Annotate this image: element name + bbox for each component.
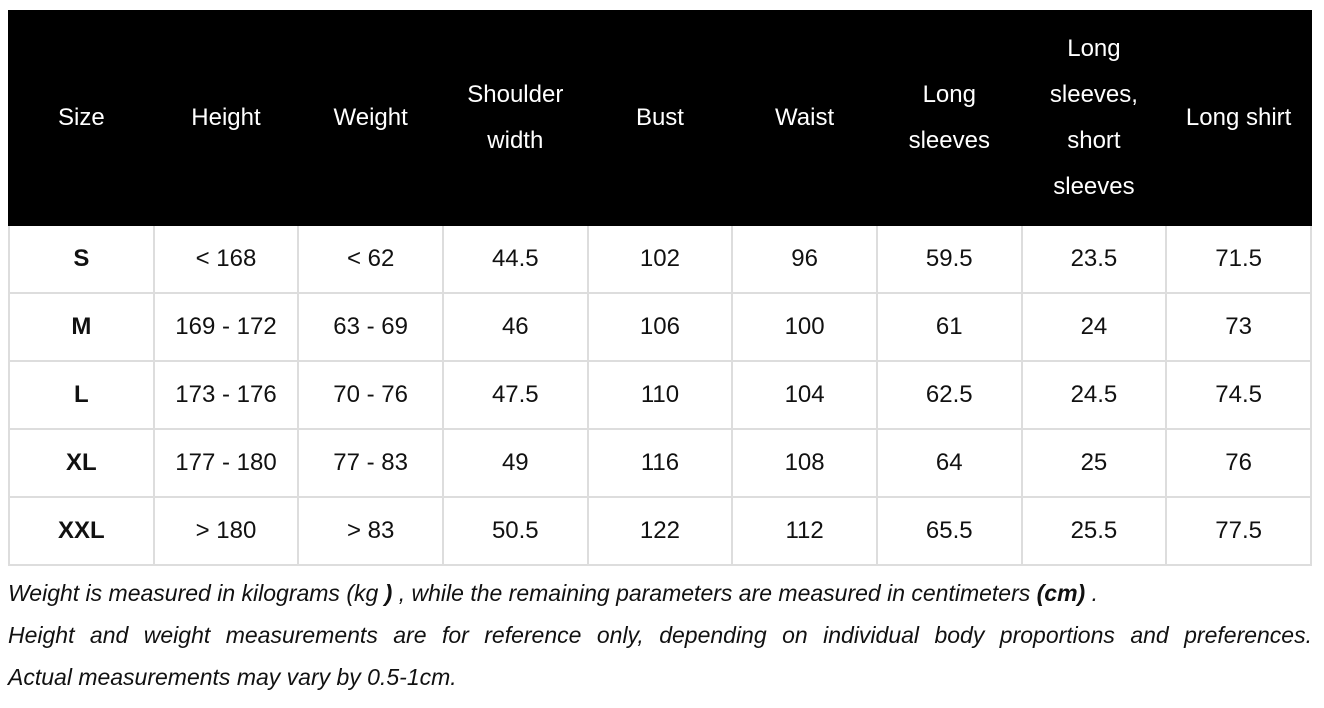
table-body: S < 168 < 62 44.5 102 96 59.5 23.5 71.5 M 169 - 17… — [8, 224, 1312, 566]
note-bold: ) — [384, 580, 393, 606]
table-cell: 116 — [586, 428, 734, 498]
table-cell: 104 — [731, 360, 878, 430]
header-cell: Shoulder width — [441, 10, 589, 226]
table-cell: 59.5 — [875, 224, 1023, 294]
table-cell: > 180 — [152, 496, 300, 566]
size-cell: S — [8, 224, 155, 294]
size-chart: Size Height Weight Shoulder width Bust Waist L… — [8, 10, 1312, 698]
header-cell: Size — [8, 10, 155, 226]
table-cell: > 83 — [297, 496, 444, 566]
size-cell: M — [8, 292, 155, 362]
header-row: Size Height Weight Shoulder width Bust Waist L… — [8, 10, 1312, 226]
table-cell: 25 — [1020, 428, 1168, 498]
table-cell: 65.5 — [875, 496, 1023, 566]
table-cell: 64 — [875, 428, 1023, 498]
table-cell: 74.5 — [1165, 360, 1312, 430]
table-cell: 23.5 — [1020, 224, 1168, 294]
note: Weight is measured in kilograms (kg ) , … — [8, 572, 1312, 614]
header-cell: Weight — [297, 10, 444, 226]
table-cell: 77.5 — [1165, 496, 1312, 566]
table-cell: 24 — [1020, 292, 1168, 362]
table-cell: 62.5 — [875, 360, 1023, 430]
header-cell: Long sleeves — [875, 10, 1023, 226]
note: Actual measurements may vary by 0.5-1cm. — [8, 664, 457, 690]
table-cell: 73 — [1165, 292, 1312, 362]
table-row: XXL > 180 > 83 50.5 122 112 65.5 25.5 77.5 — [8, 496, 1312, 566]
size-cell: L — [8, 360, 155, 430]
header-cell: Bust — [586, 10, 734, 226]
table-cell: 108 — [731, 428, 878, 498]
table-cell: 77 - 83 — [297, 428, 444, 498]
table-cell: 122 — [586, 496, 734, 566]
note-text: , while the remaining parameters are mea… — [392, 580, 1037, 606]
header-cell: Height — [152, 10, 300, 226]
table-cell: 177 - 180 — [152, 428, 300, 498]
table-row: XL 177 - 180 77 - 83 49 116 108 64 25 76 — [8, 428, 1312, 498]
table-cell: 100 — [731, 292, 878, 362]
header-cell: Long shirt — [1165, 10, 1312, 226]
table-cell: 47.5 — [441, 360, 589, 430]
table-cell: 102 — [586, 224, 734, 294]
table-cell: 24.5 — [1020, 360, 1168, 430]
note-text: Weight is measured in kilograms (kg — [8, 580, 385, 606]
table-cell: < 62 — [297, 224, 444, 294]
table-row: L 173 - 176 70 - 76 47.5 110 104 62.5 24.5 74.5 — [8, 360, 1312, 430]
note-bold: (cm) — [1036, 580, 1086, 606]
table-row: S < 168 < 62 44.5 102 96 59.5 23.5 71.5 — [8, 224, 1312, 294]
table-cell: 96 — [731, 224, 878, 294]
table-cell: 50.5 — [441, 496, 589, 566]
table-cell: 173 - 176 — [152, 360, 300, 430]
table-cell: 25.5 — [1020, 496, 1168, 566]
note-text: . — [1085, 580, 1098, 606]
table-cell: 61 — [875, 292, 1023, 362]
table-cell: 44.5 — [441, 224, 589, 294]
table-cell: 63 - 69 — [297, 292, 444, 362]
size-table: Size Height Weight Shoulder width Bust Waist L… — [8, 10, 1312, 566]
notes: Weight is measured in kilograms (kg ) , … — [8, 572, 1312, 698]
header-cell: Waist — [731, 10, 878, 226]
table-cell: 71.5 — [1165, 224, 1312, 294]
table-cell: 169 - 172 — [152, 292, 300, 362]
table-cell: 46 — [441, 292, 589, 362]
size-cell: XXL — [8, 496, 155, 566]
table-cell: 49 — [441, 428, 589, 498]
table-cell: 112 — [731, 496, 878, 566]
table-cell: 110 — [586, 360, 734, 430]
header-cell: Long sleeves, short sleeves — [1020, 10, 1168, 226]
table-cell: 70 - 76 — [297, 360, 444, 430]
table-row: M 169 - 172 63 - 69 46 106 100 61 24 73 — [8, 292, 1312, 362]
table-cell: < 168 — [152, 224, 300, 294]
table-cell: 76 — [1165, 428, 1312, 498]
size-cell: XL — [8, 428, 155, 498]
note: Height and weight measurements are for r… — [8, 622, 1312, 648]
table-cell: 106 — [586, 292, 734, 362]
